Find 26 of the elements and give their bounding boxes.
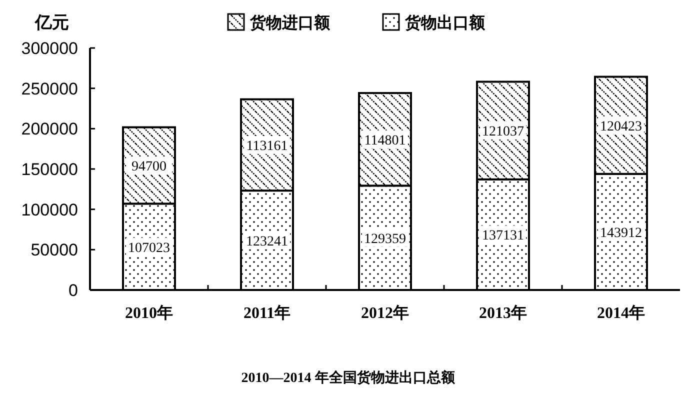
y-tick-label: 50000 bbox=[30, 240, 78, 260]
data-label: 137131 bbox=[482, 228, 524, 244]
y-tick-label: 0 bbox=[68, 281, 78, 300]
y-axis-title: 亿元 bbox=[34, 13, 69, 32]
legend-label: 货物进口额 bbox=[249, 14, 331, 32]
text: 2010—2014 年全国货物进出口总额 bbox=[241, 369, 456, 386]
y-tick-label: 100000 bbox=[21, 200, 78, 220]
y-tick-label: 300000 bbox=[21, 39, 78, 58]
x-tick-label: 2010年 bbox=[125, 304, 173, 322]
data-label: 123241 bbox=[246, 234, 288, 250]
data-label: 120423 bbox=[600, 119, 642, 134]
y-tick-label: 150000 bbox=[21, 160, 78, 179]
y-tick-label: 250000 bbox=[21, 79, 78, 98]
x-tick-label: 2011年 bbox=[243, 304, 291, 322]
legend-label: 货物出口额 bbox=[404, 14, 486, 32]
y-tick-label: 200000 bbox=[21, 120, 78, 139]
data-label: 114801 bbox=[364, 133, 406, 148]
data-label: 129359 bbox=[364, 232, 406, 247]
data-label: 94700 bbox=[132, 159, 166, 174]
data-label: 113161 bbox=[246, 138, 288, 154]
data-label: 107023 bbox=[128, 240, 170, 256]
data-label: 121037 bbox=[482, 124, 524, 140]
data-label: 143912 bbox=[600, 226, 642, 241]
x-tick-label: 2014年 bbox=[597, 304, 645, 322]
x-tick-label: 2012年 bbox=[361, 304, 409, 322]
x-tick-label: 2013年 bbox=[479, 304, 527, 322]
